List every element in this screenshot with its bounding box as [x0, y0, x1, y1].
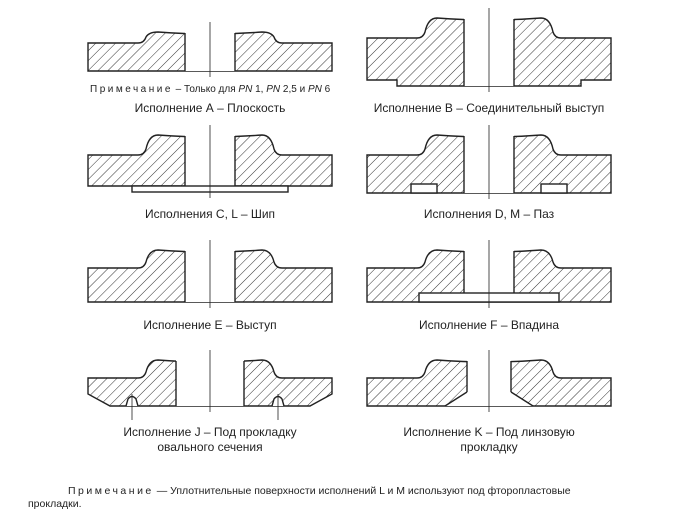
label-d: Исполнения D, М – Паз [423, 207, 555, 221]
groove-d [410, 183, 438, 194]
pn: PN [307, 84, 322, 95]
lens-seat [510, 391, 534, 407]
label-k-line1: Исполнение K – Под линзовую [403, 425, 575, 439]
note-text: – Только для [172, 84, 239, 95]
pn-v1: 1, [252, 84, 267, 95]
pn: PN [238, 84, 253, 95]
label-a: Исполнение А – Плоскость [134, 101, 286, 115]
label-b: Исполнение В – Соединительный выступ [373, 101, 605, 115]
label-j-line1: Исполнение J – Под прокладку [123, 425, 297, 439]
label-j-line2: овального сечения [157, 440, 263, 454]
label-e: Исполнение Е – Выступ [143, 318, 277, 332]
pn: PN [266, 84, 281, 95]
note-prefix: Примечание [90, 84, 173, 95]
label-k-line2: прокладку [460, 440, 518, 454]
footnote-text: — Уплотнительные поверхности исполнений … [153, 485, 571, 497]
label-j: Исполнение J – Под прокладку овального с… [60, 425, 360, 455]
lens-seat [444, 391, 468, 407]
pn-v3: 6 [321, 84, 331, 95]
label-f: Исполнение F – Впадина [418, 318, 560, 332]
footnote-text2: прокладки. [28, 498, 82, 510]
top-note: Примечание – Только для PN 1, PN 2,5 и P… [90, 84, 330, 95]
label-c: Исполнения С, L – Шип [144, 207, 276, 221]
label-k: Исполнение K – Под линзовую прокладку [339, 425, 639, 455]
footnote-prefix: Примечание [68, 485, 154, 497]
footnote: Примечание — Уплотнительные поверхности … [28, 485, 668, 511]
pn-v2: 2,5 и [280, 84, 308, 95]
groove-d [540, 183, 568, 194]
